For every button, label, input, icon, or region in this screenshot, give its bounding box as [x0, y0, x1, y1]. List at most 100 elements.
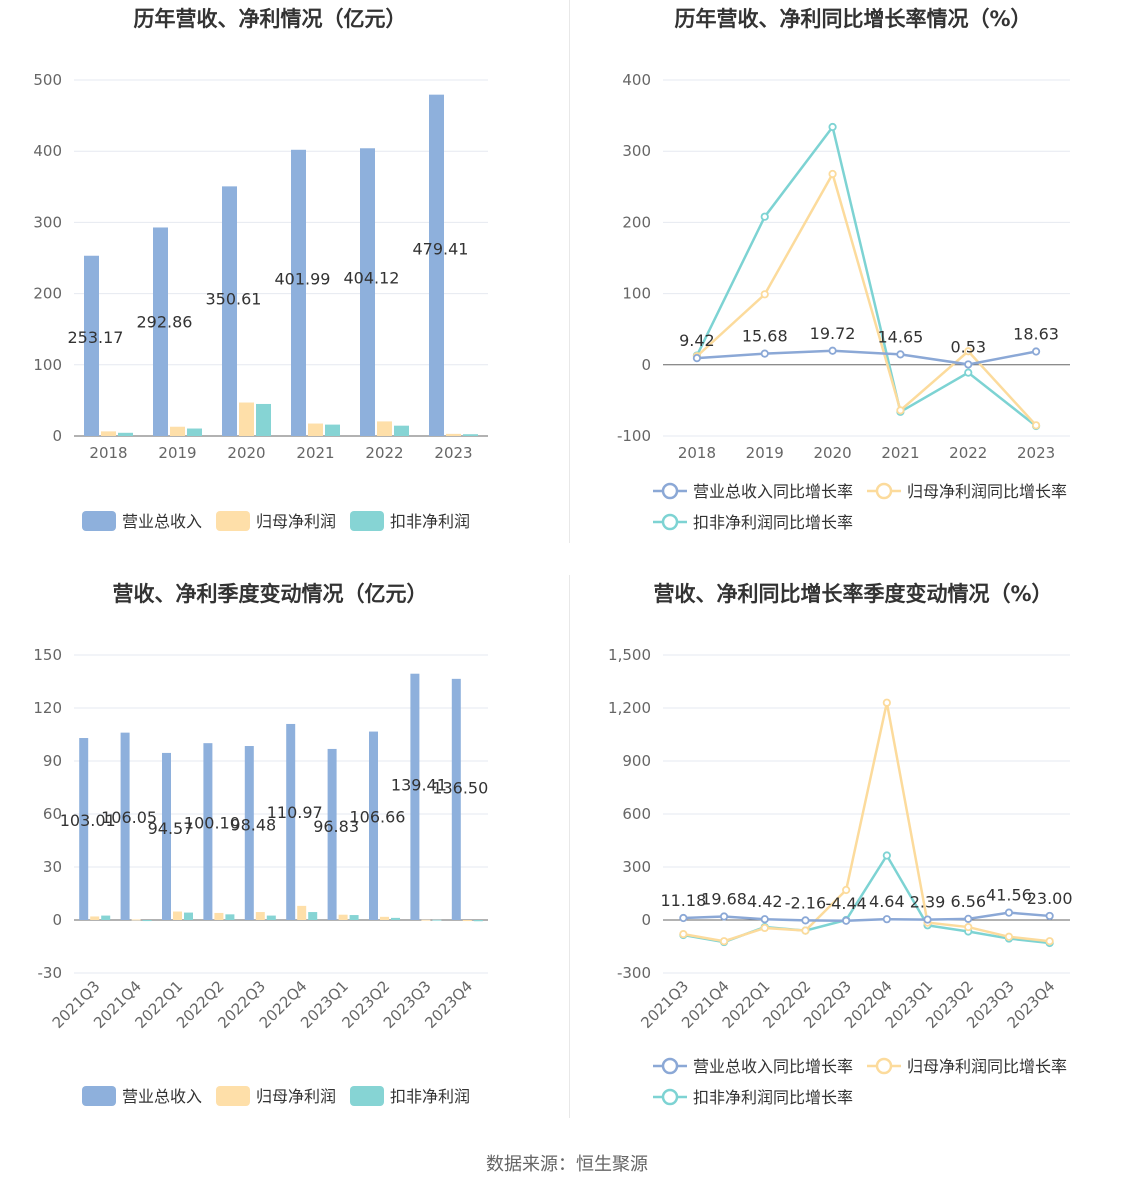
legend-marker — [661, 513, 679, 531]
panel-divider-bottom — [569, 575, 570, 1118]
bar-revenue — [451, 678, 461, 920]
bar-deducted-profit — [473, 920, 483, 922]
y-tick-label: -300 — [617, 964, 651, 982]
legend-label: 归母净利润 — [256, 1087, 336, 1106]
bar-deducted-profit — [308, 912, 318, 920]
bar-net-profit — [90, 916, 100, 920]
line-data-label: 9.42 — [679, 331, 715, 350]
y-tick-label: 0 — [52, 911, 62, 929]
data-point — [801, 916, 810, 925]
y-tick-label: -100 — [617, 427, 651, 445]
legend-label: 扣非净利润 — [390, 512, 470, 531]
legend-label: 营业总收入同比增长率 — [693, 482, 853, 501]
bar-data-label: 253.17 — [68, 328, 124, 347]
bar-net-profit — [338, 914, 348, 920]
y-tick-label: 300 — [622, 142, 651, 160]
y-tick-label: 400 — [33, 142, 62, 160]
y-tick-label: 30 — [43, 858, 62, 876]
y-tick-label: 900 — [622, 752, 651, 770]
bar-data-label: 401.99 — [275, 270, 331, 289]
bar-deducted-profit — [256, 403, 271, 436]
data-point — [896, 350, 905, 359]
bar-revenue — [153, 227, 168, 436]
series-line-net-profit — [696, 170, 1038, 427]
bar-deducted-profit — [118, 432, 133, 436]
bar-deducted-profit — [266, 915, 276, 920]
line-data-label: 14.65 — [878, 327, 924, 346]
series-line-net-profit — [683, 702, 1050, 943]
line-data-label: 19.68 — [701, 890, 747, 909]
legend-marker — [661, 482, 679, 500]
y-tick-label: 200 — [33, 285, 62, 303]
y-tick-label: 1,200 — [608, 699, 651, 717]
bar-net-profit — [380, 916, 389, 920]
bar-data-label: 350.61 — [206, 290, 262, 309]
bar-deducted-profit — [394, 425, 409, 436]
bar-data-label: 292.86 — [137, 312, 193, 331]
bar-deducted-profit — [349, 915, 359, 920]
chart-quarterly-growth: 营收、净利同比增长率季度变动情况（%） -300 0 300 600 900 1,200 1,… — [608, 582, 1073, 1107]
bar-data-label: 479.41 — [413, 239, 469, 258]
data-point — [679, 913, 688, 923]
bar-data-label: 106.05 — [101, 808, 157, 827]
legend-label: 营业总收入同比增长率 — [693, 1057, 853, 1076]
chart-annual-growth: 历年营收、净利同比增长率情况（%） -100 0 100 200 300 400 2018 20… — [617, 7, 1070, 532]
chart-title: 营收、净利季度变动情况（亿元） — [113, 582, 428, 606]
x-tick-label: 2018 — [678, 444, 716, 462]
x-tick-label: 2022 — [365, 444, 403, 462]
data-point — [760, 923, 769, 933]
data-point — [828, 169, 837, 179]
data-point — [964, 368, 973, 377]
legend-swatch — [350, 511, 384, 531]
bar-data-label: 106.66 — [350, 807, 406, 826]
bar-revenue — [79, 738, 89, 920]
legend-label: 扣非净利润 — [390, 1087, 470, 1106]
data-point — [760, 349, 769, 358]
bar-net-profit — [377, 421, 392, 436]
chart-annual-amount: 历年营收、净利情况（亿元） 0 100 200 300 400 500 2018 2019 202… — [33, 7, 488, 531]
bar-revenue — [429, 94, 444, 436]
series-line-revenue — [696, 349, 1037, 366]
data-point — [801, 926, 810, 935]
legend-label: 扣非净利润同比增长率 — [693, 513, 853, 532]
data-point — [828, 122, 837, 132]
data-point — [1004, 932, 1014, 941]
bar-net-profit — [446, 433, 461, 436]
legend-marker — [875, 482, 893, 500]
data-point — [923, 915, 932, 924]
bar-net-profit — [297, 905, 307, 920]
bar-data-label: 136.50 — [432, 778, 488, 797]
y-tick-label: 600 — [622, 805, 651, 823]
legend-marker — [875, 1057, 893, 1075]
line-data-label: 2.39 — [910, 893, 946, 912]
line-data-label: 41.56 — [986, 886, 1032, 905]
data-point — [1031, 347, 1041, 356]
y-tick-label: 200 — [622, 213, 651, 231]
line-data-label: -2.16 — [785, 893, 826, 912]
panel-annual-growth: 历年营收、净利同比增长率情况（%） -100 0 100 200 300 400 2018 20… — [567, 0, 1134, 575]
bar-deducted-profit — [142, 920, 152, 922]
data-point — [896, 406, 905, 415]
line-data-label: 11.18 — [660, 891, 706, 910]
data-source-note: 数据来源：恒生聚源 — [486, 1154, 648, 1175]
bar-revenue — [291, 149, 306, 436]
line-data-label: -4.44 — [825, 894, 866, 913]
x-tick-label: 2021 — [296, 444, 334, 462]
data-point — [964, 360, 973, 369]
y-tick-label: 400 — [622, 71, 651, 89]
legend-marker — [661, 1057, 679, 1075]
x-tick-label: 2022 — [949, 444, 987, 462]
bar-deducted-profit — [187, 428, 202, 436]
data-point — [760, 212, 769, 221]
x-tick-label: 2020 — [227, 444, 265, 462]
bar-deducted-profit — [325, 424, 340, 436]
y-tick-label: 0 — [641, 356, 651, 374]
data-point — [760, 915, 769, 924]
bar-revenue — [162, 752, 171, 920]
bar-net-profit — [170, 426, 185, 436]
y-tick-label: 300 — [622, 858, 651, 876]
x-tick-label: 2018 — [89, 444, 127, 462]
bar-net-profit — [239, 402, 254, 436]
y-tick-label: 0 — [641, 911, 651, 929]
line-data-label: 6.56 — [950, 892, 986, 911]
